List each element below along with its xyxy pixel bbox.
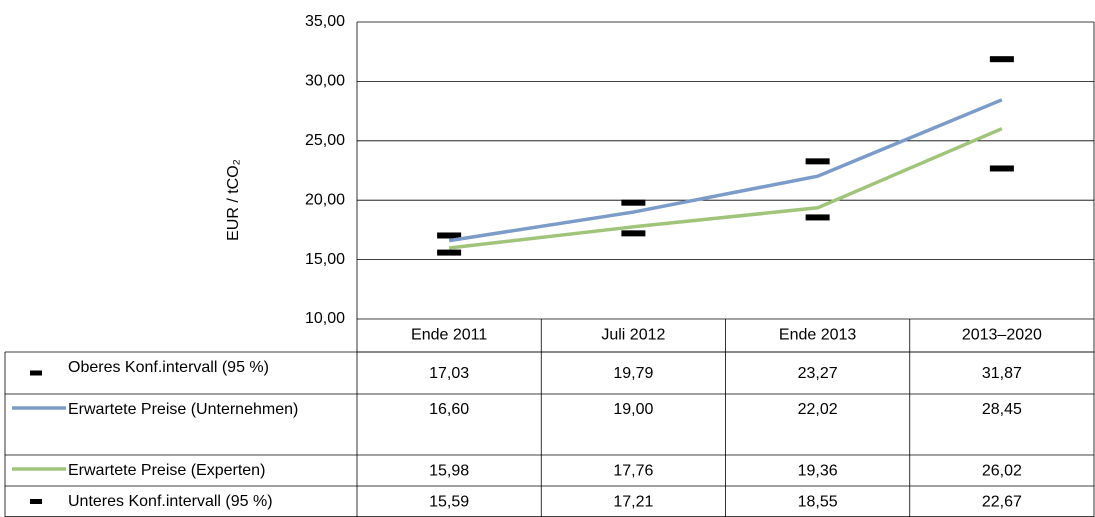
legend-label-box: Unteres Konf.intervall (95 %) — [68, 493, 273, 510]
x-tick-label: Juli 2012 — [601, 327, 665, 344]
table-value: 23,27 — [798, 365, 838, 382]
legend-label: Unteres Konf.intervall (95 %) — [68, 493, 273, 510]
y-axis-label: EUR / tCO₂ — [225, 159, 242, 241]
table-value: 15,59 — [429, 494, 469, 511]
x-tick-label: Ende 2011 — [411, 327, 487, 344]
legend-marker — [30, 370, 42, 376]
legend-label-box: Erwartete Preise (Unternehmen) — [68, 401, 299, 418]
ci-marker — [989, 165, 1014, 172]
legend-marker — [30, 499, 42, 504]
legend-label: Erwartete Preise (Experten) — [68, 462, 266, 479]
ci-marker — [437, 249, 462, 256]
series-line — [448, 98, 1003, 243]
table-value: 17,76 — [613, 463, 653, 480]
ci-marker — [805, 214, 830, 221]
legend-label-box: Erwartete Preise (Experten) — [68, 462, 266, 479]
table-value: 22,67 — [982, 494, 1022, 511]
table-value: 15,98 — [429, 463, 469, 480]
table-value: 19,36 — [798, 463, 838, 480]
legend-label: Oberes Konf.intervall (95 %) — [68, 359, 269, 376]
y-tick-label: 20,00 — [305, 191, 345, 208]
ci-marker — [989, 56, 1014, 63]
table-value: 26,02 — [982, 463, 1022, 480]
legend-label: Erwartete Preise (Unternehmen) — [68, 401, 299, 418]
table-value: 28,45 — [982, 401, 1022, 418]
table-value: 18,55 — [798, 494, 838, 511]
table-value: 31,87 — [982, 365, 1022, 382]
table-value: 22,02 — [798, 401, 838, 418]
legend-label-box: Oberes Konf.intervall (95 %) — [68, 359, 269, 376]
table-value: 17,03 — [429, 365, 469, 382]
ci-marker — [805, 158, 830, 165]
ci-marker — [621, 230, 646, 237]
table-value: 17,21 — [613, 494, 653, 511]
y-tick-label: 10,00 — [305, 310, 345, 327]
series-line — [448, 127, 1003, 250]
y-tick-label: 30,00 — [305, 73, 345, 90]
ci-marker — [621, 199, 646, 206]
y-tick-label: 15,00 — [305, 251, 345, 268]
table-value: 16,60 — [429, 401, 469, 418]
ci-marker — [437, 232, 462, 239]
table-value: 19,79 — [613, 365, 653, 382]
x-tick-label: 2013–2020 — [962, 327, 1042, 344]
x-tick-label: Ende 2013 — [779, 327, 857, 344]
y-tick-label: 35,00 — [305, 13, 345, 30]
table-value: 19,00 — [613, 401, 653, 418]
y-tick-label: 25,00 — [305, 132, 345, 149]
